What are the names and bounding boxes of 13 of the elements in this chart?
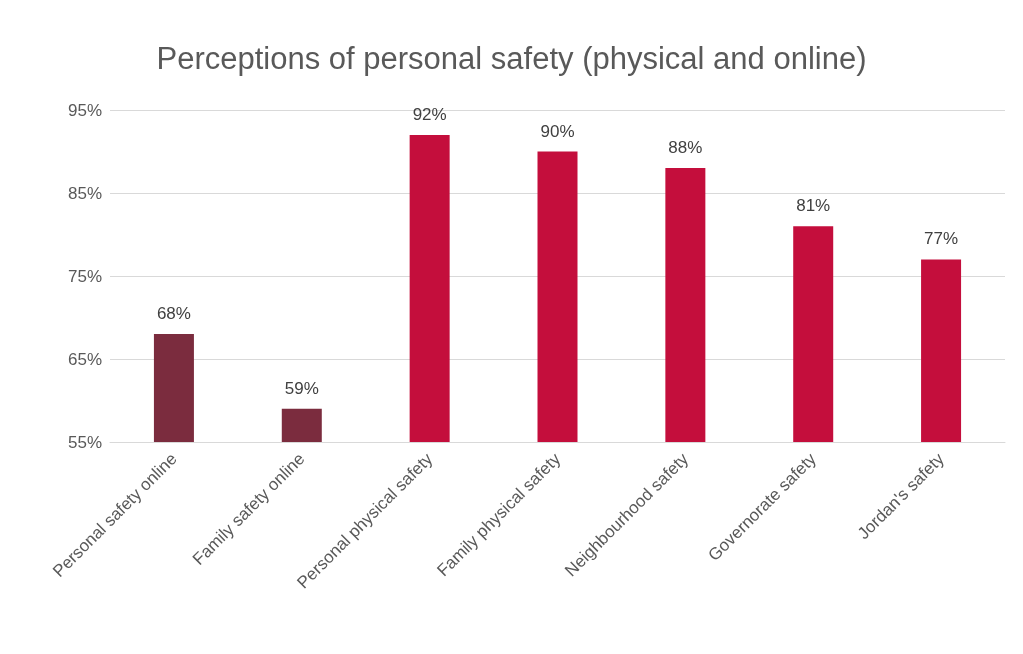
data-label: 81%: [796, 196, 831, 216]
data-label: 90%: [540, 121, 575, 141]
y-tick-label: 55%: [67, 432, 102, 452]
data-label: 68%: [156, 304, 191, 324]
data-label: 77%: [924, 229, 959, 249]
chart-title: Perceptions of personal safety (physical and online): [156, 41, 867, 76]
y-tick-label: 65%: [67, 349, 102, 369]
data-label: 88%: [668, 138, 703, 158]
data-label: 59%: [284, 378, 319, 398]
y-tick-label: 85%: [67, 183, 102, 203]
y-tick-label: 95%: [67, 100, 102, 120]
y-tick-label: 75%: [67, 266, 102, 286]
data-label: 92%: [412, 104, 447, 124]
